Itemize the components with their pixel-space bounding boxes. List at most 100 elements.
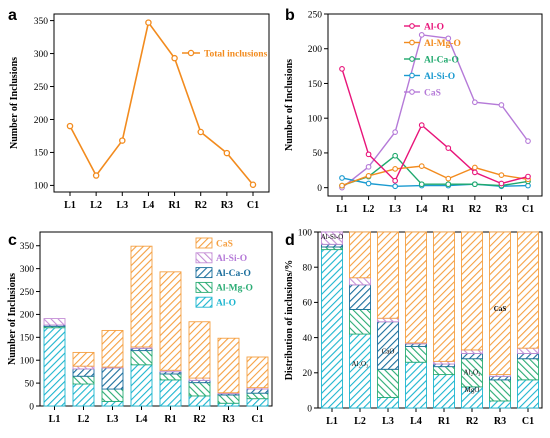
panel-c-xtick-label: L4 — [136, 414, 148, 425]
panel-c-bar-segment-cas — [217, 337, 240, 394]
panel-a-legend-marker-total-inclusions — [187, 49, 195, 57]
panel-d-annotation-al2o3-l2: Al₂O₃ — [352, 360, 369, 368]
panel-a-data-point — [249, 181, 257, 188]
panel-b-xtick-label: L4 — [416, 204, 428, 215]
panel-a-xtick-label: R2 — [195, 200, 207, 211]
panel-a-ytick-label: 200 — [34, 116, 49, 126]
panel-b-legend-label-al-ca-o: Al-Ca-O — [424, 55, 459, 65]
panel-c-xtick-label: L1 — [49, 414, 61, 425]
panel-b-data-point-al-o — [472, 169, 478, 176]
panel-d-bar-segment-al-si-o — [349, 277, 371, 286]
panel-b-legend-marker-al-si-o — [409, 72, 415, 79]
panel-d-bar-segment-al-si-o — [517, 347, 539, 354]
panel-b-data-point-al-mg-o — [339, 182, 345, 189]
panel-c-ytick-label: 100 — [20, 357, 35, 367]
panel-b-data-point-al-ca-o — [392, 152, 398, 159]
panel-a-data-point — [66, 122, 74, 130]
panel-b-series-line-al-ca-o — [341, 154, 529, 187]
panel-letter-c: c — [8, 232, 17, 249]
panel-c-bar-segment-cas — [101, 329, 124, 368]
panel-b-ytick-label: 100 — [308, 114, 323, 124]
panel-d-bar-segment-cas — [405, 231, 427, 344]
panel-d-xtick-label: R2 — [466, 416, 478, 427]
panel-c-legend-swatch-al-si-o — [195, 252, 213, 264]
panel-b-legend-marker-cas — [409, 89, 415, 95]
panel-a-ytick-label: 100 — [34, 182, 49, 192]
panel-b-ytick-label: 250 — [308, 10, 323, 20]
panel-a-ytick-label: 250 — [34, 83, 49, 93]
panel-a-xtick-label: C1 — [247, 200, 259, 211]
panel-a-plot-frame — [53, 13, 270, 193]
panel-letter-d: d — [285, 232, 295, 249]
panel-a-xtick-label: L4 — [143, 200, 155, 211]
panel-d-bar-segment-al-mg-o — [377, 368, 399, 398]
panel-c-bar-segment-al-o — [101, 400, 124, 407]
panel-c-bar-segment-al-ca-o — [101, 367, 124, 390]
panel-b-data-point-cas — [498, 102, 505, 108]
panel-b-data-point-cas — [365, 163, 372, 170]
panel-c-bar-segment-al-mg-o — [188, 382, 211, 397]
panel-b-data-point-al-ca-o — [472, 181, 478, 188]
panel-b-xtick-label: L3 — [389, 204, 401, 215]
panel-c-bar-segment-cas — [130, 245, 153, 348]
panel-a-data-point — [145, 19, 152, 26]
panel-b-legend-label-al-si-o: Al-Si-O — [424, 72, 455, 82]
panel-c-xtick-label: R1 — [164, 414, 176, 425]
panel-d-stacked-percent-bar-chart: 0 20 40 60 80 100 L1 L2 L3 L4 R1 R2 R3 C1 Distribution… — [284, 228, 543, 427]
panel-d-bar-segment-al-o — [405, 361, 427, 409]
panel-b-data-point-al-o — [498, 180, 505, 187]
panel-d-ytick-label: 60 — [303, 299, 313, 309]
panel-c-bar-segment-al-mg-o — [130, 350, 153, 366]
panel-d-bar-segment-al-o — [321, 249, 343, 409]
panel-a-data-point — [92, 172, 100, 179]
panel-c-legend-label-al-mg-o: Al-Mg-O — [216, 284, 253, 294]
panel-b-data-point-al-ca-o — [418, 181, 425, 188]
panel-d-bar-segment-al-mg-o — [349, 308, 371, 335]
panel-c-bar-segment-al-o — [246, 398, 269, 407]
panel-d-bar-segment-al-ca-o — [517, 352, 539, 360]
panel-a-xtick-label: L1 — [64, 200, 76, 211]
panel-d-annotation-cao-l3: CaO — [382, 347, 395, 355]
panel-d-bar-segment-al-o — [517, 379, 539, 409]
panel-b-data-point-cas — [418, 31, 425, 38]
panel-b-xtick-label: L1 — [336, 204, 348, 215]
panel-d-bar-segment-al-mg-o — [433, 366, 455, 376]
panel-b-series-line-al-mg-o — [341, 165, 529, 187]
panel-b-data-point-cas — [445, 35, 452, 42]
panel-b-series-line-al-o — [341, 68, 529, 185]
panel-d-bar-segment-al-mg-o — [489, 379, 511, 402]
panel-d-bar-segment-al-si-o — [377, 317, 399, 323]
panel-b-data-point-al-o — [418, 122, 425, 128]
panel-b-xtick-label: R2 — [469, 204, 481, 215]
panel-b-y-axis-title: Number of Inclusions — [284, 59, 295, 151]
panel-c-legend-swatch-al-ca-o — [195, 267, 213, 279]
panel-b-legend-label-al-o: Al-O — [424, 22, 444, 32]
panel-c-legend-label-al-o: Al-O — [216, 299, 236, 309]
panel-c-xtick-label: R2 — [193, 414, 205, 425]
panel-d-xtick-label: R3 — [494, 416, 506, 427]
panel-b-inclusion-type-line-chart: 0 50 100 150 200 250 L1 L2 L3 L4 R1 R2 R3 C1 Number of… — [284, 10, 543, 215]
panel-d-bar-segment-al-o — [489, 400, 511, 409]
panel-b-legend-label-cas: CaS — [424, 88, 441, 98]
panel-a-ytick-label: 300 — [34, 50, 49, 60]
panel-d-bar-segment-cas — [461, 231, 483, 351]
panel-d-ytick-label: 100 — [298, 228, 313, 238]
panel-c-bar-segment-cas — [246, 356, 269, 389]
panel-d-bar-segment-al-o — [349, 333, 371, 409]
panel-a-data-point — [197, 128, 204, 136]
panel-d-bar-segment-al-ca-o — [461, 352, 483, 360]
panel-b-plot-frame — [327, 13, 543, 197]
panel-b-data-point-cas — [472, 99, 478, 106]
panel-c-bar-segment-cas — [159, 271, 182, 371]
panel-b-xtick-label: C1 — [522, 204, 534, 215]
panel-d-bar-segment-cas — [433, 231, 455, 362]
panel-c-bar-segment-al-si-o — [43, 318, 66, 326]
panel-c-plot-frame — [39, 231, 273, 407]
panel-c-legend-swatch-cas — [195, 237, 213, 249]
panel-b-data-point-al-o — [392, 177, 398, 184]
panel-d-bar-segment-cas — [377, 231, 399, 319]
panel-d-xtick-label: L4 — [410, 416, 422, 427]
panel-a-data-point — [223, 149, 231, 157]
panel-letter-a: a — [8, 7, 17, 24]
